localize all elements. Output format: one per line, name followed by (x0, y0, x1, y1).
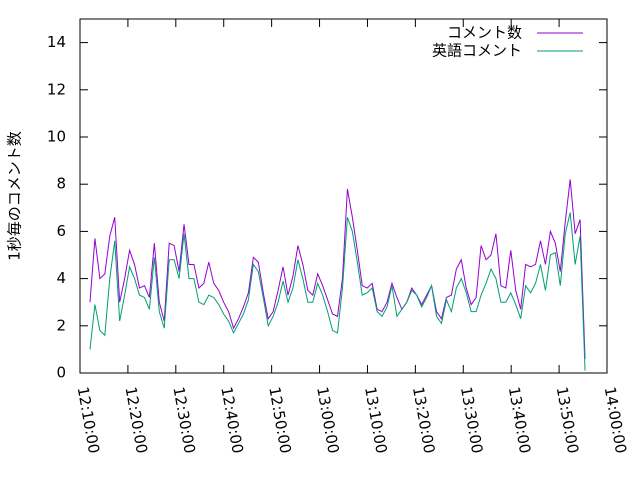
y-tick-label: 2 (56, 316, 66, 334)
y-tick-label: 10 (47, 128, 66, 146)
legend-label: コメント数 (447, 24, 522, 42)
y-tick-label: 0 (56, 364, 66, 382)
y-tick-label: 6 (56, 222, 66, 240)
y-tick-label: 4 (56, 269, 66, 287)
y-tick-label: 14 (47, 33, 66, 51)
plot-border (79, 18, 608, 374)
y-tick-label: 12 (47, 80, 66, 98)
y-tick-label: 8 (56, 175, 66, 193)
legend-label: 英語コメント (432, 42, 522, 60)
data-line (89, 212, 586, 371)
data-line (89, 179, 586, 359)
y-axis-label: 1秒毎のコメント数 (6, 131, 24, 261)
